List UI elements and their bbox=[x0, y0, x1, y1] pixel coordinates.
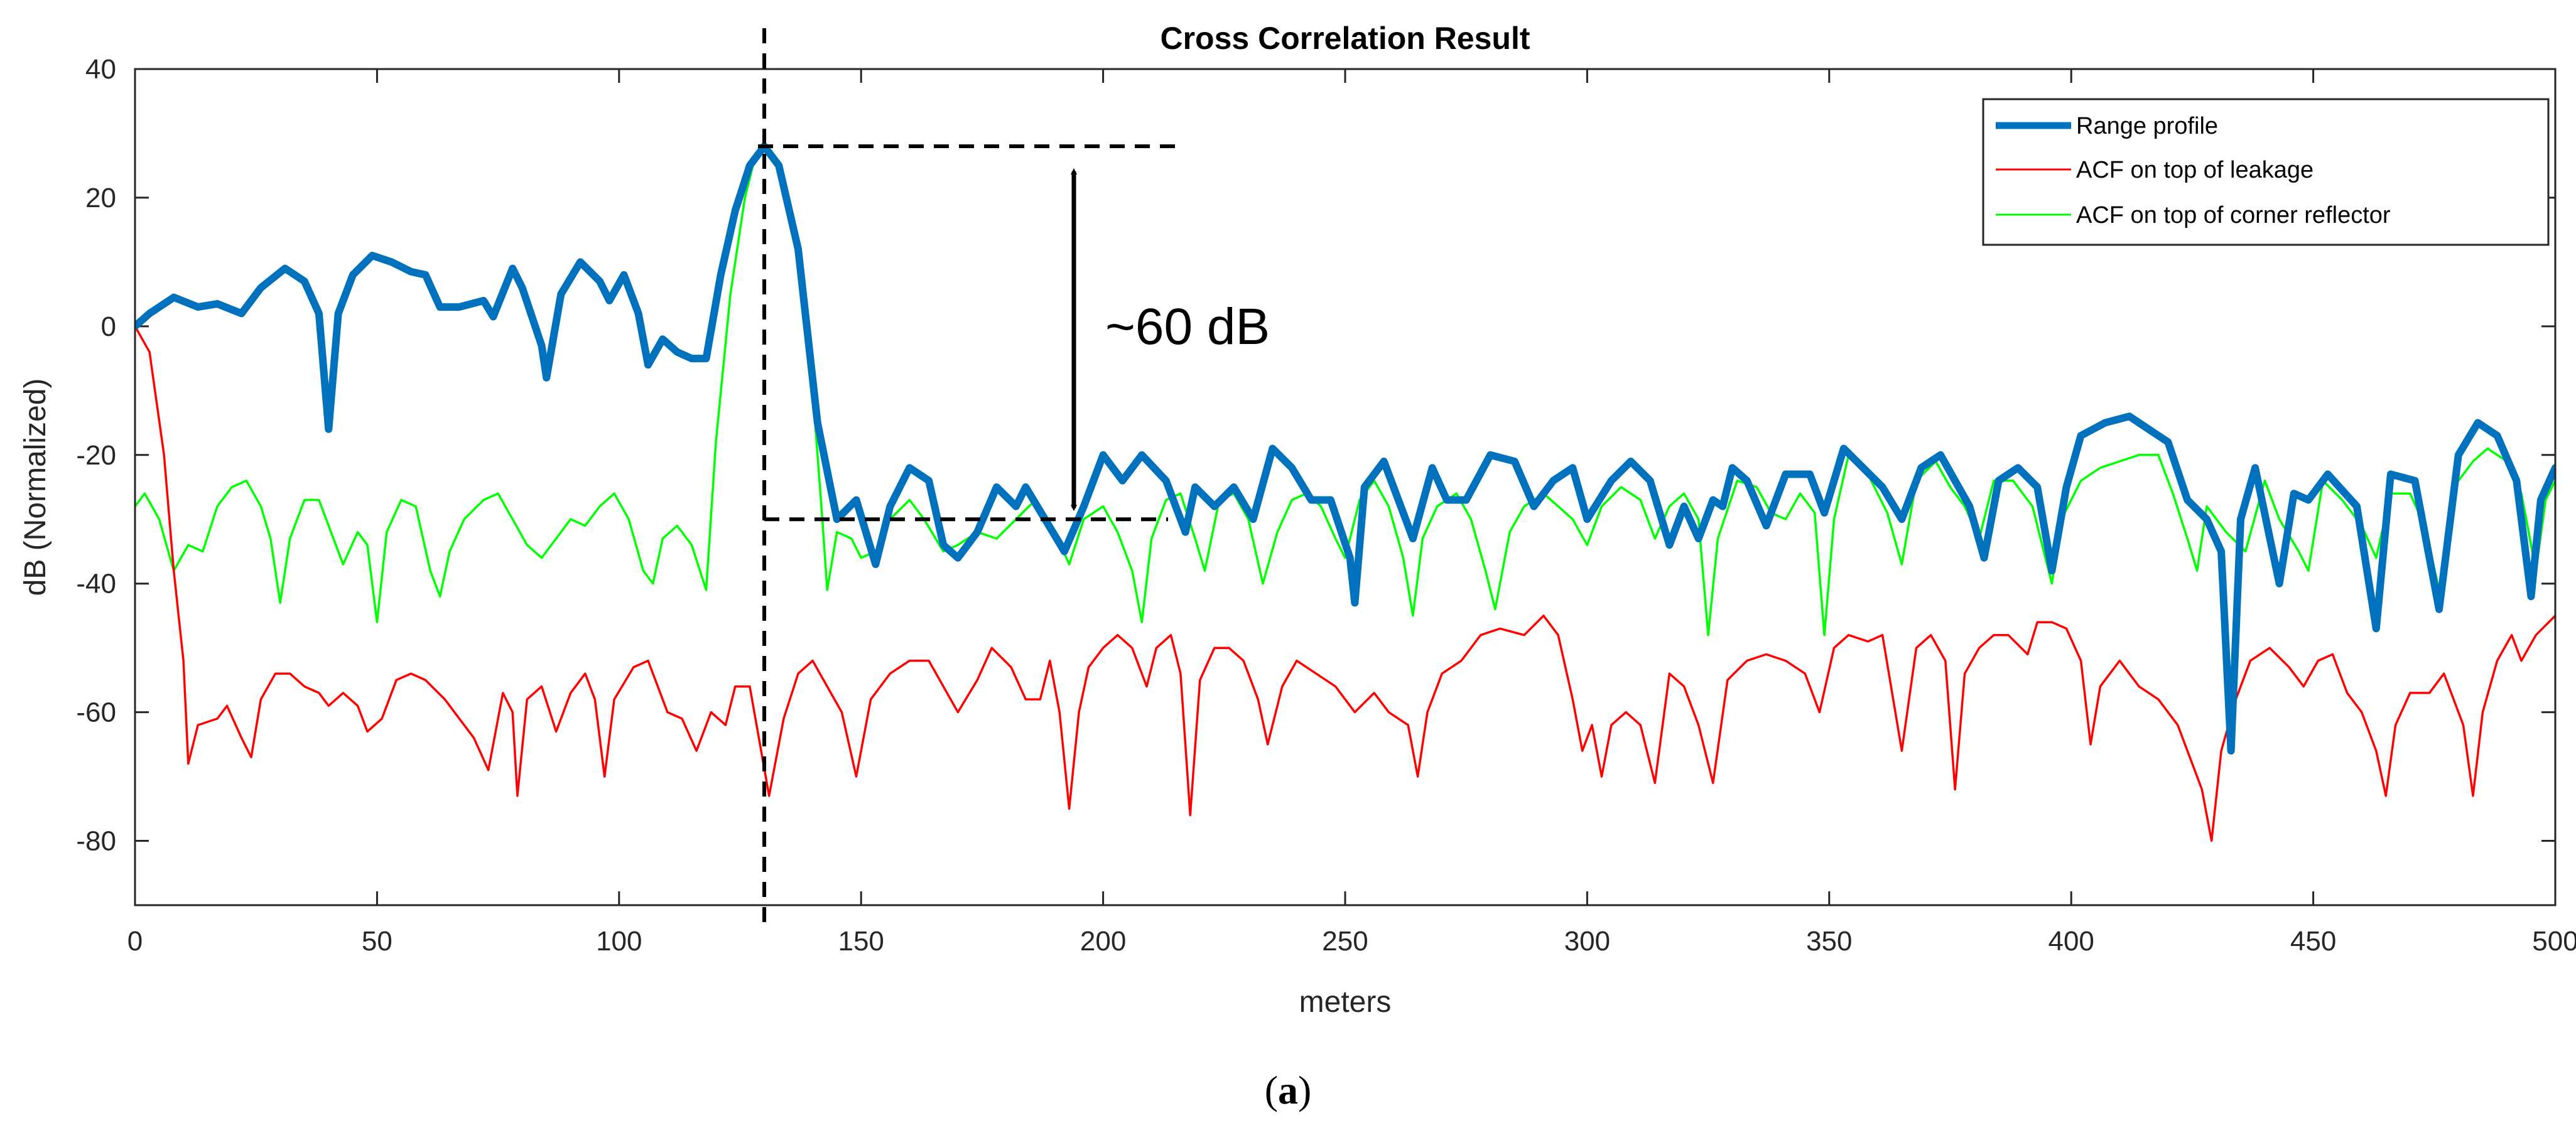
x-tick-label: 50 bbox=[362, 926, 392, 957]
chart-title: Cross Correlation Result bbox=[1160, 21, 1530, 56]
x-tick-label: 300 bbox=[1564, 926, 1610, 957]
legend: Range profile ACF on top of leakage ACF … bbox=[1982, 98, 2550, 246]
x-tick-label: 250 bbox=[1322, 926, 1368, 957]
legend-label-corner-reflector: ACF on top of corner reflector bbox=[2076, 202, 2391, 228]
legend-label-leakage: ACF on top of leakage bbox=[2076, 157, 2314, 183]
y-axis-title: dB (Normalized) bbox=[19, 379, 52, 596]
y-tick-label: -80 bbox=[76, 826, 116, 857]
figure-caption: (a) bbox=[0, 1067, 2576, 1114]
caption-label: a bbox=[1278, 1068, 1298, 1112]
legend-label-range-profile: Range profile bbox=[2076, 113, 2218, 139]
caption-open: ( bbox=[1264, 1068, 1278, 1112]
series-group bbox=[135, 142, 2555, 842]
series-line-range-profile bbox=[135, 142, 2555, 755]
plot-frame bbox=[134, 68, 2557, 906]
legend-box bbox=[1982, 98, 2550, 246]
y-tick-label: -40 bbox=[76, 569, 116, 599]
annotation-group: ~60 dB bbox=[758, 28, 1270, 923]
y-tick-label: 40 bbox=[85, 54, 116, 85]
y-tick-label: -20 bbox=[76, 440, 116, 471]
series-line-corner-reflector bbox=[135, 145, 2555, 637]
x-tick-label: 0 bbox=[127, 926, 143, 957]
caption-close: ) bbox=[1298, 1068, 1312, 1112]
x-tick-label: 350 bbox=[1806, 926, 1852, 957]
y-tick-label: -60 bbox=[76, 697, 116, 728]
series-line-leakage bbox=[135, 325, 2555, 842]
x-tick-label: 500 bbox=[2532, 926, 2576, 957]
difference-label: ~60 dB bbox=[1105, 298, 1270, 355]
y-tick-label: 0 bbox=[101, 311, 116, 342]
x-tick-label: 100 bbox=[596, 926, 642, 957]
x-tick-label: 450 bbox=[2290, 926, 2336, 957]
x-axis: 0 50 100 150 200 250 300 350 400 450 500 bbox=[127, 69, 2576, 957]
x-tick-label: 200 bbox=[1080, 926, 1126, 957]
x-tick-label: 150 bbox=[838, 926, 884, 957]
x-tick-label: 400 bbox=[2048, 926, 2094, 957]
y-tick-label: 20 bbox=[85, 183, 116, 213]
x-axis-title: meters bbox=[1299, 986, 1392, 1019]
y-axis: 40 20 0 -20 -40 -60 -80 bbox=[76, 54, 2555, 857]
